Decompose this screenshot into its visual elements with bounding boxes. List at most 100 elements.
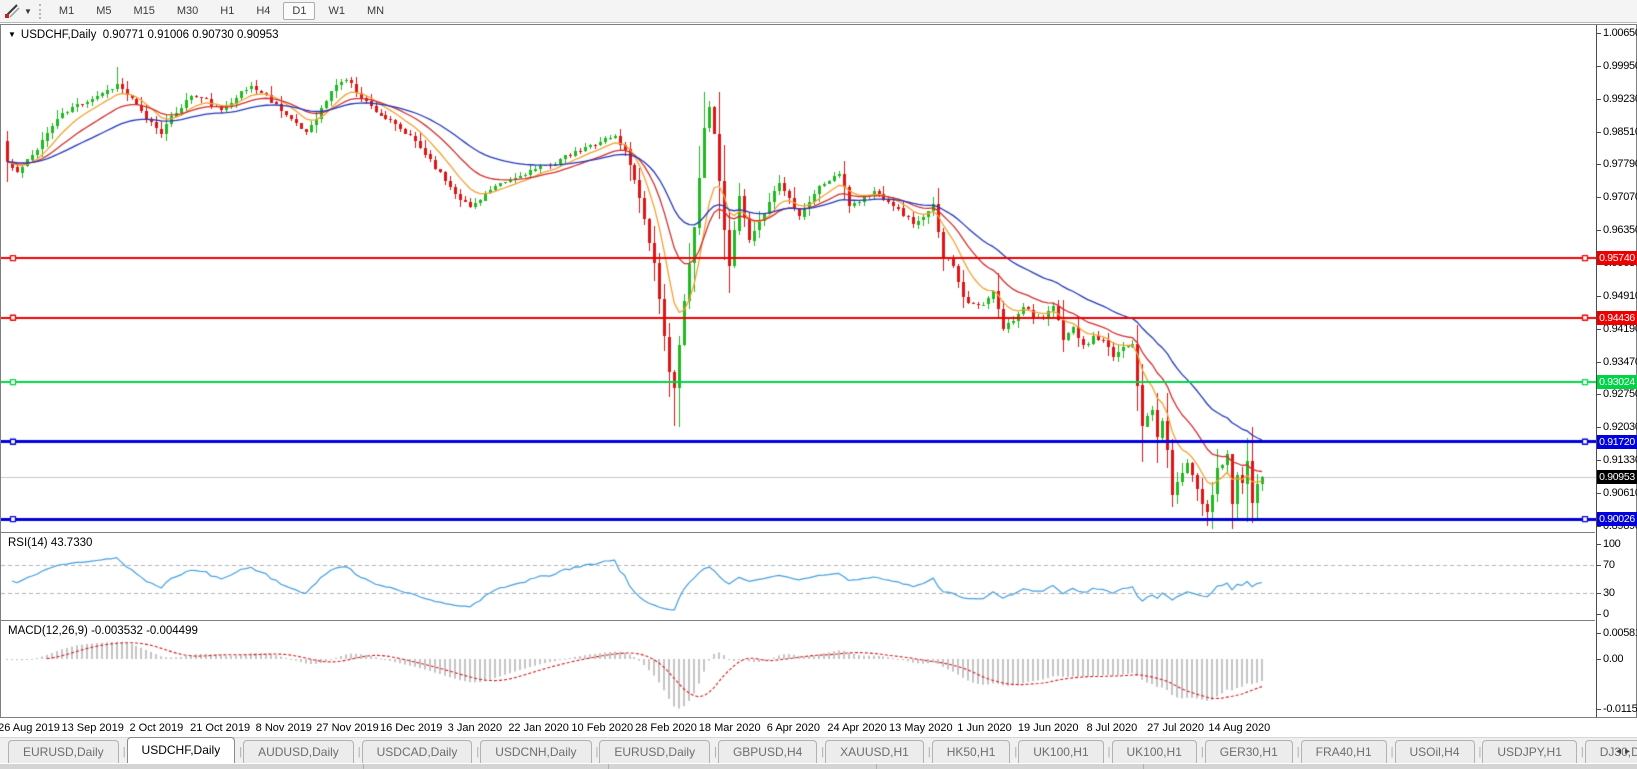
price-axis-tick: 0.94910 [1596,289,1637,303]
symbol-dropdown-icon[interactable]: ▼ [8,30,16,39]
chart-window: ▼ USDCHF,Daily 0.90771 0.91006 0.90730 0.… [0,24,1637,718]
timeframe-button-h1[interactable]: H1 [220,4,235,17]
chart-tab-usdcnh-daily[interactable]: USDCNH,Daily [480,740,592,763]
tab-separator: | [357,746,361,758]
chart-tab-fra40-h1[interactable]: FRA40,H1 [1300,740,1387,763]
tab-separator: | [927,746,931,758]
time-axis-label: 16 Dec 2019 [379,722,443,734]
time-axis[interactable]: 26 Aug 2019 13 Sep 2019 2 Oct 2019 21 Oct 2… [0,719,1595,736]
price-axis-tick: 0.99950 [1596,59,1637,73]
status-bar [0,763,1637,769]
top-toolbar: ▼ M1 M5 M15 M30 H1 H4 D1 W1 MN [0,0,1637,23]
tab-separator: | [1200,746,1204,758]
time-axis-label: 22 Jan 2020 [508,722,569,734]
chart-tab-hk50-h1[interactable]: HK50,H1 [931,740,1011,763]
tab-scroll-right-icon[interactable]: ▸ [1624,746,1634,757]
time-axis-label: 26 Aug 2019 [0,722,60,734]
price-axis-tick: 1.00650 [1596,26,1637,40]
tab-separator: | [714,746,717,758]
tab-separator: | [1478,746,1482,758]
price-axis-tick: 0.90610 [1596,486,1637,500]
tab-scroll-left-icon[interactable]: ◂ [1615,746,1625,757]
time-axis-label: 19 Jun 2020 [1017,722,1079,734]
timeframe-button-mn[interactable]: MN [366,4,385,17]
price-axis-tick: 0.93470 [1596,355,1637,369]
chart-symbol: USDCHF,Daily [20,29,97,41]
price-axis-border [1596,25,1597,717]
chart-tab-usoil-h4[interactable]: USOil,H4 [1394,740,1475,763]
tab-separator: | [1014,746,1018,758]
timeframe-toolbar: M1 M5 M15 M30 H1 H4 D1 W1 MN [48,1,395,20]
time-axis-label: 18 Mar 2020 [698,722,761,734]
level-price-tag[interactable]: 0.95740 [1597,251,1637,266]
timeframe-button-m5[interactable]: M5 [96,4,112,17]
tab-separator: | [1580,746,1584,758]
tab-separator: | [476,746,480,758]
time-axis-label: 21 Oct 2019 [190,722,251,734]
chart-tab-gbpusd-h4[interactable]: GBPUSD,H4 [717,740,818,763]
level-price-tag[interactable]: 0.93024 [1597,375,1637,390]
timeframe-button-m15[interactable]: M15 [133,4,155,17]
timeframe-button-w1[interactable]: W1 [328,4,345,17]
rsi-axis-tick: 0 [1596,607,1637,621]
time-axis-label: 10 Feb 2020 [571,722,634,734]
tab-scroll-arrows[interactable]: ◂▸ [1616,746,1634,757]
tab-separator: | [595,746,599,758]
time-axis-label: 28 Feb 2020 [635,722,697,734]
chart-tab-audusd-daily[interactable]: AUDUSD,Daily [243,740,354,763]
toolbar-grip [38,3,41,19]
chart-tab-uk100-h1[interactable]: UK100,H1 [1018,740,1104,763]
timeframe-button-d1[interactable]: D1 [283,1,316,20]
time-axis-label: 13 May 2020 [888,722,953,734]
rsi-axis-tick: 30 [1596,586,1637,600]
macd-axis-tick: 0.005818 [1596,626,1637,640]
chart-tab-dj30-daily[interactable]: DJ30,Daily [1584,740,1637,763]
rsi-axis-tick: 70 [1596,558,1637,572]
time-axis-label: 8 Jul 2020 [1086,722,1138,734]
level-price-tag[interactable]: 0.94436 [1597,310,1637,325]
timeframe-button-m30[interactable]: M30 [176,4,199,17]
time-axis-label: 27 Nov 2019 [316,722,379,734]
macd-axis-tick: 0.00 [1596,652,1637,666]
pane-divider[interactable] [1,620,1595,621]
pane-divider[interactable] [1,532,1595,533]
line-studies-icon[interactable] [4,3,21,20]
chart-tab-usdcad-daily[interactable]: USDCAD,Daily [361,740,473,763]
level-price-tag[interactable]: 0.90026 [1597,512,1637,527]
price-axis-tick: 0.97790 [1596,157,1637,171]
price-axis-tick: 0.92750 [1596,387,1637,401]
price-axis-tick: 0.91330 [1596,453,1637,467]
price-chart-canvas[interactable] [1,25,1596,718]
time-axis-label: 8 Nov 2019 [255,722,312,734]
chart-tab-eurusd-daily[interactable]: EURUSD,Daily [8,740,119,763]
time-axis-label: 24 Apr 2020 [827,722,887,734]
chart-title: ▼ USDCHF,Daily 0.90771 0.91006 0.90730 0.… [8,29,279,41]
tab-separator: | [1296,746,1300,758]
time-axis-label: 3 Jan 2020 [447,722,503,734]
time-axis-label: 1 Jun 2020 [957,722,1012,734]
toolbar-dropdown-caret-icon[interactable]: ▼ [24,6,32,16]
price-axis-tick: 0.97070 [1596,190,1637,204]
level-price-tag[interactable]: 0.91720 [1597,434,1637,449]
chart-tab-ger30-h1[interactable]: GER30,H1 [1204,740,1293,763]
chart-tab-usdchf-daily[interactable]: USDCHF,Daily [126,737,236,763]
chart-ohlc-values: 0.90771 0.91006 0.90730 0.90953 [102,29,279,41]
time-axis-label: 27 Jul 2020 [1147,722,1205,734]
tab-separator: | [239,746,243,758]
time-axis-label: 14 Aug 2020 [1208,722,1271,734]
time-axis-label: 13 Sep 2019 [61,722,124,734]
chart-tab-uk100-h1[interactable]: UK100,H1 [1111,740,1197,763]
rsi-axis-tick: 100 [1596,537,1637,551]
chart-tabs-bar: EURUSD,Daily | USDCHF,Daily | AUDUSD,Daily | U… [0,737,1637,763]
time-axis-label: 2 Oct 2019 [129,722,184,734]
price-axis-tick: 0.96350 [1596,223,1637,237]
timeframe-button-h4[interactable]: H4 [256,4,271,17]
chart-tab-eurusd-daily[interactable]: EURUSD,Daily [599,740,711,763]
chart-tab-usdjpy-h1[interactable]: USDJPY,H1 [1482,740,1577,763]
chart-tab-xauusd-h1[interactable]: XAUUSD,H1 [825,740,924,763]
timeframe-button-m1[interactable]: M1 [58,4,75,17]
tab-separator: | [122,746,126,758]
macd-axis-tick: -0.01151 [1596,702,1637,716]
macd-indicator-label: MACD(12,26,9) -0.003532 -0.004499 [8,625,198,637]
